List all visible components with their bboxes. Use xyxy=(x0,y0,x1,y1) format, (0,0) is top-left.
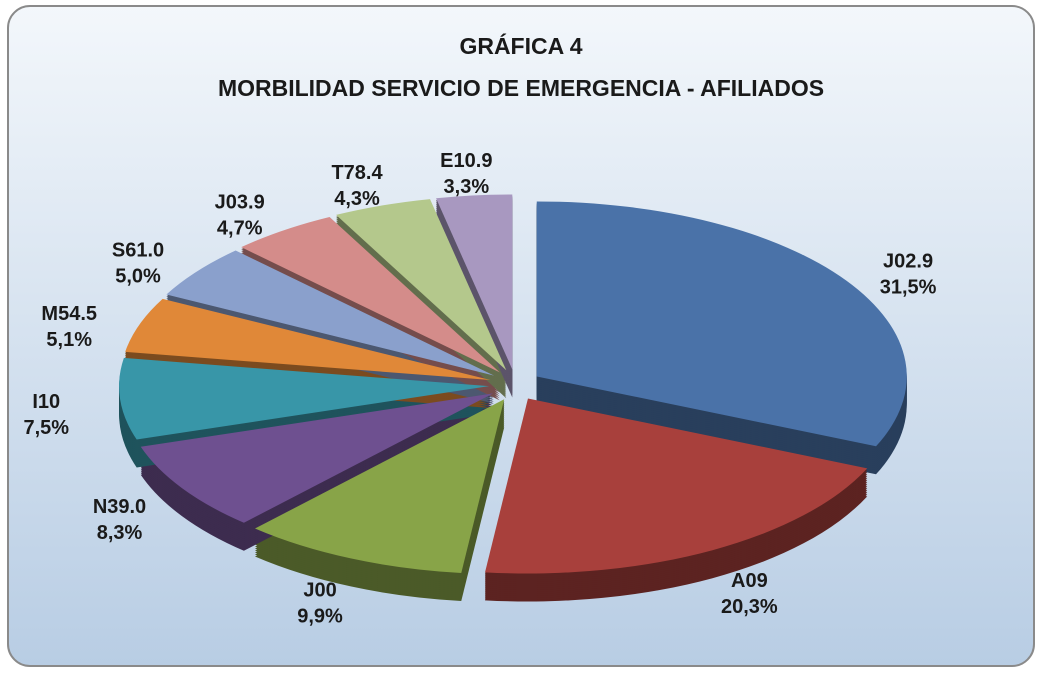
slice xyxy=(241,216,500,373)
slice xyxy=(125,298,491,381)
slice xyxy=(166,250,495,376)
chart-title: GRÁFICA 4 xyxy=(459,32,582,59)
slice-value-label: 31,5% xyxy=(880,277,937,299)
slice-value-label: 4,7% xyxy=(217,217,263,239)
slice-label: E10.9 xyxy=(440,150,492,172)
slice-value-label: 7,5% xyxy=(23,417,69,439)
slice-label: S61.0 xyxy=(112,240,164,262)
slice-value-label: 20,3% xyxy=(721,596,778,618)
slice xyxy=(485,398,868,574)
slice-label: J00 xyxy=(303,580,336,602)
slice-label: I10 xyxy=(32,391,60,413)
slice xyxy=(140,393,494,523)
chart-subtitle: MORBILIDAD SERVICIO DE EMERGENCIA - AFIL… xyxy=(218,75,824,101)
slice-value-label: 8,3% xyxy=(97,522,143,544)
slice-label: A09 xyxy=(731,570,768,592)
slice xyxy=(436,194,513,370)
slice-value-label: 5,0% xyxy=(115,266,161,288)
slice xyxy=(536,201,907,447)
slice-value-label: 3,3% xyxy=(444,176,490,198)
slice-value-label: 9,9% xyxy=(297,606,343,628)
slice-label: J03.9 xyxy=(215,191,265,213)
slice-value-label: 5,1% xyxy=(46,329,92,351)
slice-label: T78.4 xyxy=(331,162,383,184)
slice xyxy=(119,357,490,440)
slice xyxy=(254,399,505,574)
slice-value-label: 4,3% xyxy=(334,188,380,210)
slice xyxy=(336,199,507,371)
slice-label: N39.0 xyxy=(93,496,146,518)
slice-label: J02.9 xyxy=(883,251,933,273)
slice-label: M54.5 xyxy=(41,303,97,325)
